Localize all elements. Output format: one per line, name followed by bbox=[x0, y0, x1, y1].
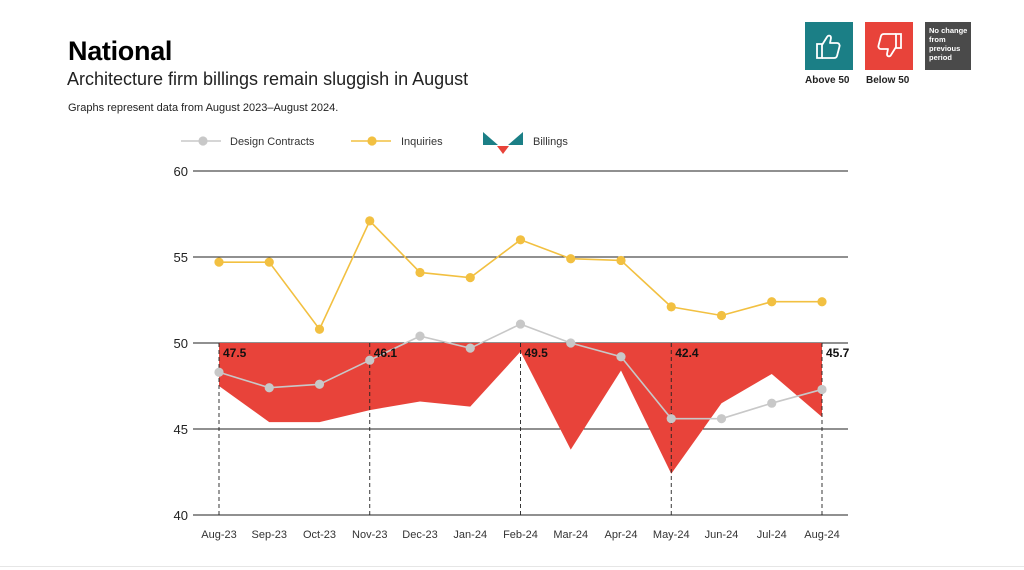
design-contracts-point bbox=[465, 343, 475, 353]
bottom-divider bbox=[0, 566, 1024, 567]
x-tick-label: Jun-24 bbox=[705, 529, 739, 541]
design-contracts-point bbox=[767, 398, 777, 408]
y-tick-label: 45 bbox=[174, 422, 188, 437]
x-tick-label: Jul-24 bbox=[757, 529, 787, 541]
thumbs-up-icon bbox=[816, 34, 841, 59]
no-change-badge: No change from previous period bbox=[925, 22, 971, 70]
legend-billings-above-swatch bbox=[483, 132, 498, 145]
axis-ticks: 40 45 50 55 60 Aug-23 Sep-23 Oct-23 Nov-23 Dec-23… bbox=[174, 164, 840, 541]
x-tick-label: Feb-24 bbox=[503, 529, 538, 541]
billings-data-label: 42.4 bbox=[675, 346, 699, 360]
legend-billings-below-swatch bbox=[497, 146, 509, 154]
inquiries-point bbox=[566, 254, 576, 264]
above-50-badge bbox=[805, 22, 853, 70]
data-labels: 47.5 46.1 49.5 42.4 45.7 bbox=[223, 346, 850, 360]
y-tick-label: 55 bbox=[174, 250, 188, 265]
above-50-label: Above 50 bbox=[805, 75, 850, 86]
inquiries-point bbox=[415, 267, 425, 278]
billings-data-label: 46.1 bbox=[374, 346, 398, 360]
x-tick-label: Dec-23 bbox=[402, 529, 437, 541]
x-tick-label: Aug-23 bbox=[201, 529, 236, 541]
design-contracts-point bbox=[666, 414, 676, 424]
legend-inquiries-label: Inquiries bbox=[401, 136, 443, 148]
legend-inquiries-marker bbox=[367, 136, 377, 146]
legend-design-contracts-marker bbox=[198, 136, 208, 146]
x-tick-label: May-24 bbox=[653, 529, 690, 541]
inquiries-point bbox=[365, 216, 375, 226]
x-tick-label: Aug-24 bbox=[804, 529, 839, 541]
design-contracts-point bbox=[214, 367, 224, 377]
inquiries-point bbox=[616, 255, 626, 266]
inquiries-point bbox=[314, 324, 325, 334]
y-tick-label: 60 bbox=[174, 164, 188, 179]
thumbs-down-icon bbox=[877, 33, 902, 58]
x-tick-label: Oct-23 bbox=[303, 529, 336, 541]
x-tick-label: Nov-23 bbox=[352, 529, 387, 541]
x-tick-label: Apr-24 bbox=[604, 529, 637, 541]
inquiries-point bbox=[465, 273, 475, 283]
inquiries-point bbox=[264, 257, 274, 267]
x-tick-label: Jan-24 bbox=[453, 529, 487, 541]
inquiries-point bbox=[716, 310, 727, 321]
x-tick-label: Mar-24 bbox=[553, 529, 588, 541]
page-subtitle: Architecture firm billings remain sluggi… bbox=[67, 69, 469, 89]
y-tick-label: 50 bbox=[174, 336, 188, 351]
data-range-note: Graphs represent data from August 2023–A… bbox=[68, 102, 339, 114]
below-50-label: Below 50 bbox=[866, 75, 910, 86]
legend-design-contracts-label: Design Contracts bbox=[230, 136, 315, 148]
page-title: National bbox=[68, 36, 173, 66]
y-tick-label: 40 bbox=[174, 508, 188, 523]
inquiries-point bbox=[666, 302, 676, 312]
design-contracts-point bbox=[264, 383, 274, 393]
x-tick-label: Sep-23 bbox=[252, 529, 287, 541]
billings-data-label: 45.7 bbox=[826, 346, 850, 360]
design-contracts-point bbox=[515, 319, 526, 329]
inquiries-point bbox=[817, 297, 827, 307]
no-change-label: No change from previous period bbox=[929, 26, 968, 62]
design-contracts-point bbox=[415, 331, 425, 341]
design-contracts-point bbox=[365, 355, 375, 365]
design-contracts-point bbox=[616, 352, 626, 362]
legend-billings-label: Billings bbox=[533, 136, 568, 148]
billings-data-label: 49.5 bbox=[525, 346, 549, 360]
legend-billings-above-swatch-right bbox=[508, 132, 523, 145]
legend: Design Contracts Inquiries Billings bbox=[181, 132, 568, 154]
design-contracts-point bbox=[566, 338, 576, 348]
design-contracts-point bbox=[314, 379, 325, 389]
billings-data-label: 47.5 bbox=[223, 346, 247, 360]
design-contracts-point bbox=[817, 384, 827, 395]
series-lines bbox=[214, 216, 827, 424]
inquiries-point bbox=[515, 235, 526, 245]
inquiries-point bbox=[214, 257, 224, 267]
below-50-badge bbox=[865, 22, 913, 70]
inquiries-point bbox=[767, 297, 777, 307]
design-contracts-point bbox=[716, 414, 727, 424]
